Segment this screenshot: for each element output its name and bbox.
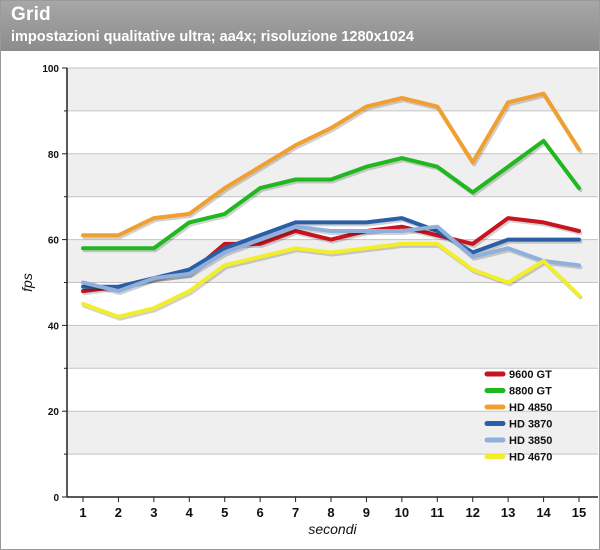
y-tick-label: 20 bbox=[48, 407, 60, 418]
y-axis-label: fps bbox=[19, 273, 35, 292]
x-tick-label: 3 bbox=[150, 505, 157, 520]
chart-subtitle: impostazioni qualitative ultra; aa4x; ri… bbox=[11, 29, 414, 45]
x-axis-label: secondi bbox=[308, 521, 357, 537]
y-tick-label: 40 bbox=[48, 321, 60, 332]
y-tick-label: 100 bbox=[42, 64, 59, 75]
series-line-hd-4670 bbox=[81, 241, 581, 319]
series-line-8800-gt bbox=[81, 138, 581, 251]
chart-header: Grid impostazioni qualitative ultra; aa4… bbox=[1, 1, 599, 51]
x-tick-label: 10 bbox=[395, 505, 409, 520]
x-tick-label: 12 bbox=[465, 505, 479, 520]
x-tick-label: 9 bbox=[363, 505, 370, 520]
y-tick-label: 60 bbox=[48, 236, 60, 247]
series-line-hd-3850 bbox=[81, 224, 581, 294]
legend-entry-label: HD 3870 bbox=[509, 419, 552, 431]
x-tick-label: 1 bbox=[79, 505, 86, 520]
series-line-shadow bbox=[82, 93, 583, 240]
grid-band bbox=[67, 153, 598, 197]
x-tick-label: 11 bbox=[430, 505, 444, 520]
x-tick-label: 13 bbox=[501, 505, 515, 520]
y-tick-label: 80 bbox=[48, 150, 60, 161]
series-line-shadow bbox=[82, 140, 583, 253]
grid-band bbox=[67, 411, 598, 455]
x-tick-label: 8 bbox=[327, 505, 334, 520]
x-tick-label: 6 bbox=[257, 505, 264, 520]
x-tick-label: 4 bbox=[186, 505, 194, 520]
legend-entry-label: HD 4670 bbox=[509, 452, 552, 464]
x-tick-label: 14 bbox=[536, 505, 551, 520]
chart-title: Grid bbox=[11, 4, 51, 25]
legend-entry-label: 8800 GT bbox=[509, 386, 552, 398]
series-line-hd-4850 bbox=[81, 91, 581, 238]
legend-entry-label: HD 4850 bbox=[509, 402, 552, 414]
series-line-shadow bbox=[82, 218, 583, 296]
x-tick-label: 5 bbox=[221, 505, 228, 520]
legend-entry-label: 9600 GT bbox=[509, 369, 552, 381]
series-lines bbox=[81, 91, 583, 321]
legend-entry-label: HD 3850 bbox=[509, 435, 552, 447]
x-tick-label: 2 bbox=[115, 505, 122, 520]
grid-band bbox=[67, 68, 598, 111]
x-tick-label: 7 bbox=[292, 505, 299, 520]
x-tick-label: 15 bbox=[572, 505, 586, 520]
y-tick-label: 0 bbox=[53, 493, 59, 504]
legend: 9600 GT 8800 GT HD 4850 HD 3870 HD 3850 HD 46… bbox=[484, 369, 552, 464]
grid-band bbox=[67, 325, 598, 369]
